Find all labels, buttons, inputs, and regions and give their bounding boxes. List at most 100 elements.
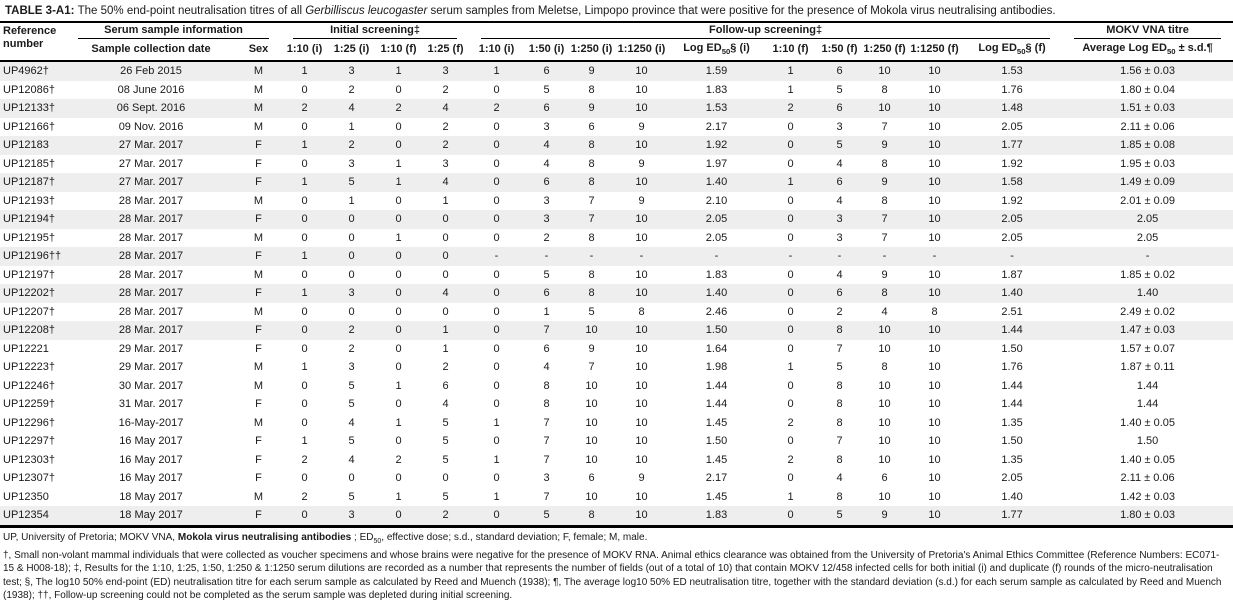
table-cell: 0 (348, 305, 355, 318)
table-cell: 1.49 ± 0.09 (1120, 176, 1176, 189)
table-cell: 8 (836, 453, 843, 466)
table-cell: 10 (878, 102, 891, 115)
table-cell: 2 (301, 102, 308, 115)
table-cell: 0 (395, 268, 402, 281)
table-cell: 10 (585, 453, 598, 466)
table-cell: 9 (881, 509, 888, 522)
table-cell: 8 (931, 305, 938, 318)
table-cell: 1.40 (1001, 490, 1023, 503)
table-cell: 8 (836, 416, 843, 429)
table-cell: M (253, 416, 264, 429)
cell-reference-number: UP12086† (3, 83, 55, 96)
table-cell: 0 (493, 83, 500, 96)
table-cell: 1 (395, 416, 402, 429)
table-cell: 8 (588, 83, 595, 96)
table-cell: 2 (348, 324, 355, 337)
table-cell: 0 (395, 120, 402, 133)
table-cell: 1.50 (705, 435, 728, 448)
table-row: UP12187† 27 Mar. 2017 F 1 5 1 4 0 6 8 10 1.40 1 6 9 10 1… (0, 173, 1233, 192)
table-cell: 0 (493, 194, 500, 207)
table-cell: 1.53 (705, 102, 728, 115)
table-cell: 1.50 (1001, 342, 1023, 355)
table-cell: 1 (301, 176, 308, 189)
table-cell: 10 (928, 102, 941, 115)
table-cell: 1.53 (1001, 65, 1023, 78)
table-row: UP12354 18 May 2017 F 0 3 0 2 0 5 8 10 1.83 0 5 9 10 1.7… (0, 506, 1233, 527)
table-cell: 0 (301, 120, 308, 133)
table-cell: 1 (395, 176, 402, 189)
col-header-followup-1-1250-i: 1:1250 (i) (614, 39, 670, 63)
table-cell: - (837, 250, 842, 263)
table-cell: 6 (881, 472, 888, 485)
table-cell: 9 (881, 268, 888, 281)
table-cell: 1.44 (1001, 398, 1023, 411)
table-cell: 4 (442, 398, 449, 411)
table-cell: 06 Sept. 2016 (116, 102, 186, 115)
table-cell: 10 (878, 398, 891, 411)
table-cell: M (253, 361, 264, 374)
table-cell: 2.05 (705, 231, 728, 244)
table-cell: 16 May 2017 (119, 472, 183, 485)
col-header-followup-1-50-f: 1:50 (f) (817, 39, 863, 63)
table-cell: 0 (493, 157, 500, 170)
col-header-log-ed50-i: Log ED50§ (i) (669, 39, 765, 63)
table-cell: 31 Mar. 2017 (118, 398, 184, 411)
table-cell: 0 (787, 305, 794, 318)
table-cell: 5 (442, 416, 449, 429)
table-cell: F (255, 453, 262, 466)
table-cell: 2.05 (1136, 213, 1159, 226)
table-cell: 8 (881, 194, 888, 207)
cell-reference-number: UP12166† (3, 120, 55, 133)
table-cell: 10 (635, 342, 648, 355)
table-row: UP12296† 16-May-2017 M 0 4 1 5 1 7 10 10 1.45 2 8 10 10… (0, 414, 1233, 433)
cell-reference-number: UP12297† (3, 435, 55, 448)
table-cell: 4 (836, 194, 843, 207)
col-header-followup-1-10-f: 1:10 (f) (764, 39, 818, 63)
table-cell: F (255, 250, 262, 263)
table-cell: 10 (928, 472, 941, 485)
table-cell: 2 (442, 120, 449, 133)
table-cell: 0 (301, 509, 308, 522)
table-cell: 3 (442, 157, 449, 170)
table-cell: 6 (836, 176, 843, 189)
table-cell: 8 (588, 287, 595, 300)
table-row: UP12183 27 Mar. 2017 F 1 2 0 2 0 4 8 10 1.92 0 5 9 10 1.… (0, 136, 1233, 155)
table-cell: 10 (635, 324, 648, 337)
table-cell: 8 (543, 379, 550, 392)
table-cell: 10 (928, 416, 941, 429)
table-title: TABLE 3-A1: The 50% end-point neutralisa… (5, 5, 1056, 17)
table-cell: 10 (635, 398, 648, 411)
table-cell: 9 (588, 102, 595, 115)
table-cell: 8 (881, 361, 888, 374)
table-row: UP12086† 08 June 2016 M 0 2 0 2 0 5 8 10 1.83 1 5 8 10 1… (0, 81, 1233, 100)
table-row: UP12194† 28 Mar. 2017 F 0 0 0 0 0 3 7 10 2.05 0 3 7 10 2… (0, 210, 1233, 229)
table-cell: 1.50 (705, 324, 728, 337)
table-row: UP12246† 30 Mar. 2017 M 0 5 1 6 0 8 10 10 1.44 0 8 10 1… (0, 377, 1233, 396)
table-cell: 1 (301, 361, 308, 374)
table-cell: 10 (635, 509, 648, 522)
table-cell: 2.51 (1001, 305, 1023, 318)
table-cell: 8 (588, 231, 595, 244)
table-body: UP4962† 26 Feb 2015 M 1 3 1 3 1 6 9 10 1.59 1 6 10 10 1.… (0, 61, 1233, 527)
table-cell: 1 (301, 65, 308, 78)
table-cell: 3 (836, 120, 843, 133)
table-cell: 0 (493, 509, 500, 522)
table-cell: 1 (543, 305, 550, 318)
table-cell: 0 (301, 157, 308, 170)
table-cell: 0 (493, 268, 500, 281)
table-cell: 09 Nov. 2016 (118, 120, 184, 133)
table-cell: 4 (836, 157, 843, 170)
table-cell: 0 (348, 231, 355, 244)
table-cell: 9 (638, 157, 645, 170)
table-cell: 3 (543, 194, 550, 207)
table-cell: 1.40 ± 0.05 (1120, 416, 1176, 429)
table-cell: 10 (928, 120, 941, 133)
table-cell: 0 (348, 213, 355, 226)
cell-reference-number: UP12307† (3, 472, 55, 485)
cell-reference-number: UP12197† (3, 268, 55, 281)
table-cell: 28 Mar. 2017 (118, 194, 184, 207)
table-cell: 3 (348, 509, 355, 522)
table-cell: 3 (348, 65, 355, 78)
table-cell: 1.92 (1001, 157, 1023, 170)
